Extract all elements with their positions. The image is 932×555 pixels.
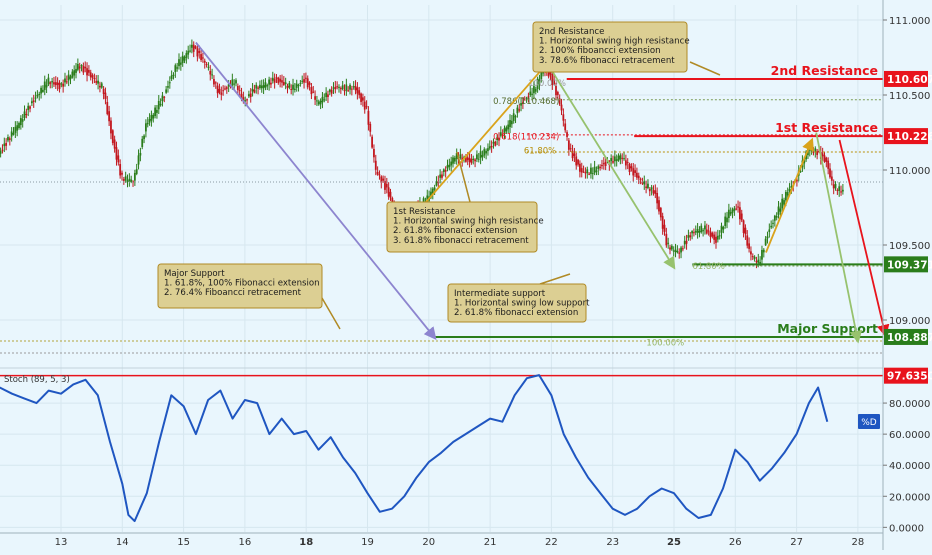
- stoch-axis-tick-label-2: 40.0000: [889, 461, 930, 472]
- major-support-axis-tag: [884, 328, 928, 345]
- note-first-resistance-line-1: 1. Horizontal swing high resistance: [393, 217, 544, 227]
- x-axis-tick-label-8: 22: [545, 537, 558, 548]
- first-resistance-name: 1st Resistance: [775, 120, 878, 135]
- note-first-resistance-line-0: 1st Resistance: [393, 207, 455, 217]
- x-axis-tick-label-2: 15: [177, 537, 190, 548]
- first-resistance-axis-label: 110.226: [887, 131, 932, 143]
- major-support-axis-label: 108.887: [887, 332, 932, 344]
- fib-label-5: 100.00%: [646, 339, 684, 349]
- fib-label-0: 100.00%: [528, 79, 566, 89]
- note-intermediate-support-line-0: Intermediate support: [454, 289, 546, 299]
- x-axis-tick-label-12: 27: [790, 537, 803, 548]
- stoch-axis-tick-label-3: 60.0000: [889, 430, 930, 441]
- note-second-resistance-line-3: 3. 78.6% fibonacci retracement: [539, 56, 675, 66]
- price-axis-tick-label-0: 109.000: [889, 316, 930, 327]
- note-major-support-box: [157, 263, 323, 309]
- second-resistance-axis-label: 110.607: [887, 74, 932, 86]
- note-intermediate-support-box: [447, 283, 587, 323]
- note-first-resistance-pointer: [456, 151, 471, 203]
- second-resistance-axis-tag: [884, 70, 928, 87]
- note-intermediate-support-line-2: 2. 61.8% fibonacci extension: [454, 308, 578, 318]
- note-second-resistance-box: [532, 21, 688, 73]
- major-support-arrow: [195, 41, 437, 340]
- x-axis-tick-label-13: 28: [852, 537, 865, 548]
- note-second-resistance-pointer: [689, 61, 721, 76]
- note-major-support-line-1: 1. 61.8%, 100% Fibonacci extension: [164, 279, 320, 289]
- x-axis-tick-label-0: 13: [55, 537, 68, 548]
- down-arrow-green-2: [815, 132, 863, 344]
- price-axis-tick-label-3: 110.500: [889, 91, 930, 102]
- down-arrow-green-1: [547, 64, 676, 270]
- x-axis-tick-label-4: 18: [299, 537, 313, 548]
- note-intermediate-support-line-1: 1. Horizontal swing low support: [454, 299, 590, 309]
- stoch-d-line: [0, 374, 829, 523]
- note-intermediate-support-pointer: [539, 273, 571, 285]
- stoch-legend-label: %D: [861, 418, 877, 428]
- fib-label-3: 61.80%: [524, 147, 556, 157]
- x-axis-tick-label-5: 19: [361, 537, 374, 548]
- stoch-level-axis-label: 97.6350: [887, 371, 932, 383]
- up-arrow-orange-2: [765, 137, 814, 253]
- note-major-support-pointer: [321, 297, 341, 330]
- stoch-axis-tick-label-0: 0.0000: [889, 523, 924, 534]
- stoch-axis-tick-label-4: 80.0000: [889, 399, 930, 410]
- note-major-support-line-0: Major Support: [164, 269, 225, 279]
- intermediate-support-axis-label: 109.371: [887, 259, 932, 271]
- note-first-resistance-box: [386, 201, 538, 253]
- price-axis-tick-label-4: 111.000: [889, 16, 930, 27]
- x-axis-tick-label-6: 20: [422, 537, 435, 548]
- stoch-indicator-label: Stoch (89, 5, 3): [4, 375, 70, 385]
- x-axis-tick-label-9: 23: [606, 537, 619, 548]
- note-second-resistance-line-0: 2nd Resistance: [539, 27, 604, 37]
- fib-label-2: 0.618(110.234): [493, 132, 559, 142]
- x-axis-tick-label-10: 25: [667, 537, 681, 548]
- note-second-resistance-line-2: 2. 100% fiboancci extension: [539, 46, 661, 56]
- x-axis-tick-label-3: 16: [239, 537, 252, 548]
- note-major-support-line-2: 2. 76.4% Fiboancci retracement: [164, 288, 302, 298]
- x-axis-tick-label-7: 21: [484, 537, 497, 548]
- intermediate-support-axis-tag: [884, 256, 928, 273]
- price-axis-tick-label-2: 110.000: [889, 166, 930, 177]
- fib-label-1: 0.786(110.468): [493, 97, 559, 107]
- price-axis-tick-label-1: 109.500: [889, 241, 930, 252]
- stoch-axis-tick-label-1: 20.0000: [889, 492, 930, 503]
- stoch-legend-badge: [858, 414, 880, 429]
- note-second-resistance-line-1: 1. Horizontal swing high resistance: [539, 37, 690, 47]
- stoch-level-axis-tag: [884, 367, 928, 384]
- fib-label-4: 61.80%: [692, 262, 724, 272]
- x-axis-tick-label-1: 14: [116, 537, 129, 548]
- note-first-resistance-line-3: 3. 61.8% fibonacci retracement: [393, 236, 529, 246]
- second-resistance-name: 2nd Resistance: [771, 63, 878, 78]
- x-axis-tick-label-11: 26: [729, 537, 742, 548]
- note-first-resistance-line-2: 2. 61.8% fibonacci extension: [393, 226, 517, 236]
- major-support-name: Major Support: [777, 321, 878, 336]
- first-resistance-axis-tag: [884, 128, 928, 145]
- down-arrow-red: [838, 139, 890, 338]
